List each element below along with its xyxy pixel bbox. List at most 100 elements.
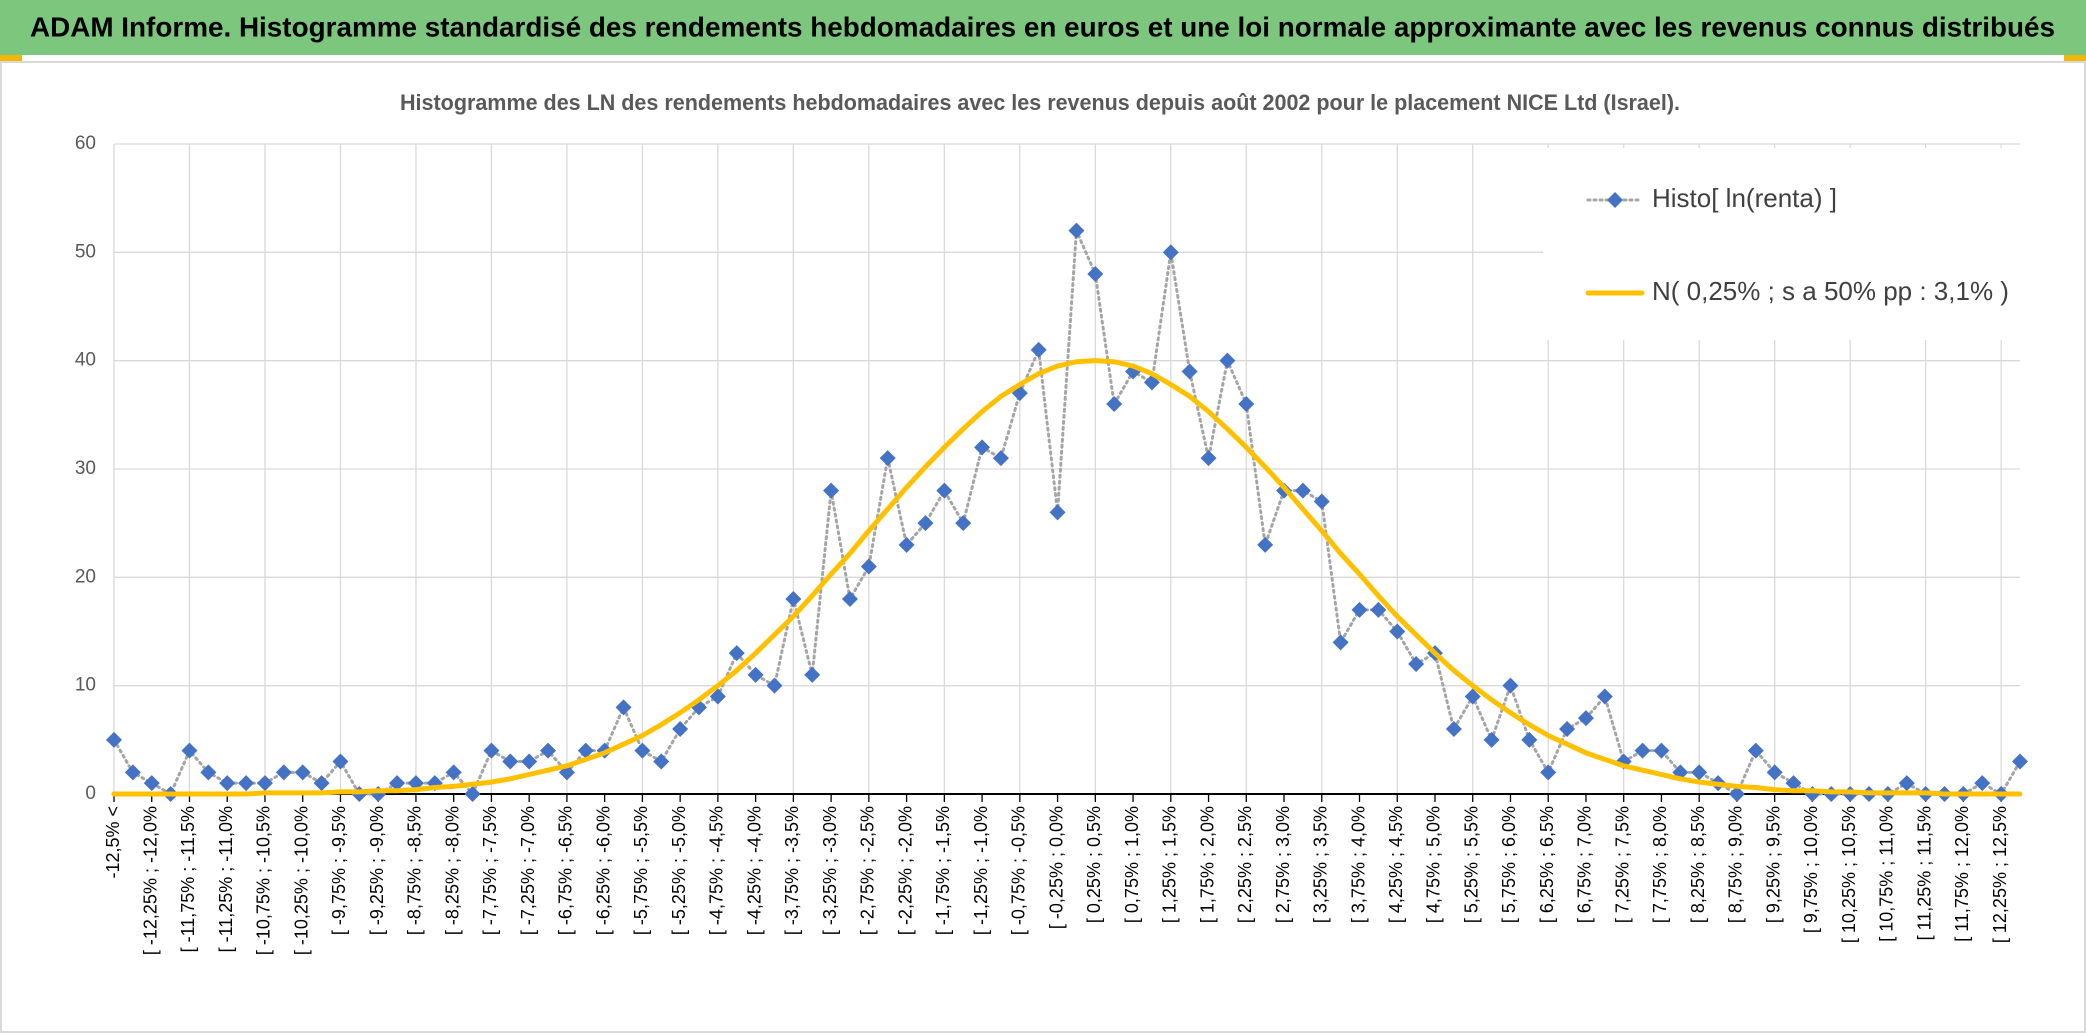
data-point xyxy=(577,742,594,759)
data-point xyxy=(1408,656,1425,672)
data-point xyxy=(1974,775,1991,792)
x-tick-label: [ -10,25% ; -10,0% xyxy=(291,806,311,955)
x-tick-label: [ 1,75% ; 2,0% xyxy=(1197,806,1217,923)
legend-label: Histo[ ln(renta) ] xyxy=(1652,183,1837,213)
legend-marker xyxy=(1607,192,1623,208)
data-point xyxy=(445,764,462,781)
data-point xyxy=(124,764,141,781)
data-point xyxy=(106,731,122,748)
x-tick-label: [ 9,75% ; 10,0% xyxy=(1801,806,1821,933)
data-point xyxy=(143,775,160,792)
data-point xyxy=(992,450,1009,467)
data-point xyxy=(672,721,689,737)
x-tick-label: [ 8,25% ; 8,5% xyxy=(1688,806,1708,923)
x-tick-label: [ 6,75% ; 7,0% xyxy=(1575,806,1595,923)
data-point xyxy=(936,482,953,499)
x-tick-label: [ 5,75% ; 6,0% xyxy=(1499,806,1519,923)
x-tick-label: [ 7,25% ; 7,5% xyxy=(1612,806,1632,923)
header-bar xyxy=(0,0,2086,55)
x-tick-label: [ 12,25% ; 12,5% xyxy=(1990,806,2010,943)
x-tick-label: [ -8,25% ; -8,0% xyxy=(442,806,462,935)
data-point xyxy=(502,753,519,770)
data-point xyxy=(1596,688,1613,705)
x-tick-label: [ 6,25% ; 6,5% xyxy=(1537,806,1557,923)
x-tick-label: [ -5,75% ; -5,5% xyxy=(631,806,651,935)
data-point xyxy=(332,753,349,770)
data-point xyxy=(1653,742,1670,759)
data-point xyxy=(1162,244,1179,261)
data-point xyxy=(294,764,311,781)
x-tick-label: [ 0,25% ; 0,5% xyxy=(1084,806,1104,923)
x-tick-label: [ 10,75% ; 11,0% xyxy=(1877,806,1897,942)
corner-mark xyxy=(0,55,22,61)
data-point xyxy=(615,699,632,716)
x-tick-label: [ -11,25% ; -11,0% xyxy=(216,806,236,952)
data-point xyxy=(219,775,236,792)
x-tick-label: [ -0,25% ; 0,0% xyxy=(1046,806,1066,929)
x-tick-label: [ -7,25% ; -7,0% xyxy=(518,806,538,935)
x-tick-label: [ -2,75% ; -2,5% xyxy=(858,806,878,935)
data-point xyxy=(238,775,255,792)
data-point xyxy=(1238,396,1255,412)
data-point xyxy=(955,515,972,532)
x-tick-label: [ 10,25% ; 10,5% xyxy=(1839,806,1859,943)
data-point xyxy=(917,515,934,532)
legend-box xyxy=(1543,148,2022,340)
data-point xyxy=(1181,363,1198,380)
x-tick-label: [ -9,25% ; -9,0% xyxy=(367,806,387,935)
data-point xyxy=(1087,266,1104,282)
data-point xyxy=(1313,493,1330,510)
x-tick-label: [ -3,25% ; -3,0% xyxy=(820,806,840,935)
data-point xyxy=(653,753,670,770)
chart-subtitle: Histogramme des LN des rendements hebdom… xyxy=(400,90,1680,115)
data-point xyxy=(1464,688,1481,705)
legend-area xyxy=(1543,148,2022,340)
y-tick-label: 30 xyxy=(75,458,96,479)
data-point xyxy=(2012,753,2028,770)
data-point xyxy=(804,666,821,683)
data-point xyxy=(898,536,915,553)
data-point xyxy=(785,591,802,607)
series-line xyxy=(111,358,2023,797)
data-point xyxy=(389,775,406,792)
data-point xyxy=(181,742,198,759)
x-tick-label: [ 3,75% ; 4,0% xyxy=(1348,806,1368,923)
data-point xyxy=(521,753,538,770)
data-point xyxy=(1634,742,1651,759)
grid: 0 10 20 30 40 50 60 -12,5% < [ -12,25% ; -12,0% [… xyxy=(75,133,2020,955)
x-tick-label: [ -11,75% ; -11,5% xyxy=(178,806,198,952)
data-point xyxy=(1540,764,1557,781)
data-point xyxy=(1766,764,1783,781)
x-tick-label: [ -0,75% ; -0,5% xyxy=(1009,806,1029,935)
data-point xyxy=(728,645,745,662)
y-tick-label: 20 xyxy=(75,566,96,587)
x-tick-label: [ 11,25% ; 11,5% xyxy=(1914,806,1934,940)
data-point xyxy=(1294,482,1311,499)
data-point xyxy=(1445,721,1462,737)
data-point xyxy=(1200,450,1217,467)
y-tick-label: 0 xyxy=(85,783,96,804)
data-point xyxy=(464,786,481,802)
data-point xyxy=(709,688,726,705)
data-point xyxy=(1483,731,1500,748)
data-point xyxy=(1351,601,1368,618)
x-tick-label: [ 1,25% ; 1,5% xyxy=(1160,806,1180,923)
data-point xyxy=(275,764,292,781)
data-point xyxy=(974,439,991,456)
chart-frame xyxy=(0,61,2086,1033)
x-tick-label: [ 2,75% ; 3,0% xyxy=(1273,806,1293,923)
x-tick-label: [ -9,75% ; -9,5% xyxy=(329,806,349,935)
y-tick-label: 60 xyxy=(75,133,96,154)
data-point xyxy=(1219,352,1236,369)
data-point xyxy=(634,742,651,759)
legend: Histo[ ln(renta) ] N( 0,25% ; s a 50% pp … xyxy=(1585,183,2009,306)
corner-mark xyxy=(2064,55,2086,61)
data-point xyxy=(1898,775,1915,792)
data-point xyxy=(1257,536,1274,553)
data-point xyxy=(1785,775,1802,792)
x-tick-label: [ 2,25% ; 2,5% xyxy=(1235,806,1255,923)
x-tick-label: [ 3,25% ; 3,5% xyxy=(1311,806,1331,923)
data-point xyxy=(1389,623,1406,640)
x-tick-label: [ 4,25% ; 4,5% xyxy=(1386,806,1406,923)
